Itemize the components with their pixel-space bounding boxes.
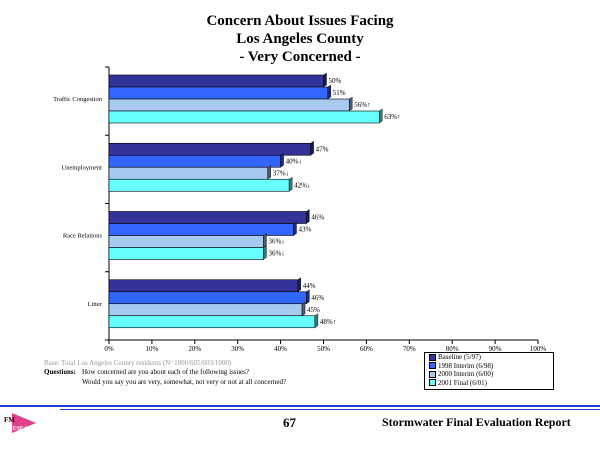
data-label: 36%↓ [268,250,284,258]
bar [108,315,316,329]
bar-side [263,233,267,248]
x-tick-label: 90% [489,345,502,353]
data-label: 46% [311,214,324,222]
x-tick-label: 10% [145,345,158,353]
x-tick-label: 20% [188,345,201,353]
bar [108,279,299,293]
data-label: 42%↓ [294,181,310,189]
data-label: 36%↓ [268,238,284,246]
legend-item: 2000 Interim (6/00) [425,370,553,379]
x-tick-label: 50% [317,345,330,353]
chart-title-line3: - Very Concerned - [239,49,361,65]
svg-text:RESEARCH: RESEARCH [8,426,42,432]
chart-title-line2: Los Angeles County [236,31,364,47]
x-tick-label: 40% [274,345,287,353]
bar [108,166,269,180]
bar [108,154,281,168]
category-label: Litter [88,301,103,308]
data-label: 45% [307,306,320,314]
legend-label: 2000 Interim (6/00) [438,370,494,379]
question-1: How concerned are you about each of the … [82,368,249,376]
bar [108,178,290,192]
chart-title-line1: Concern About Issues Facing [206,13,394,29]
legend-swatch [429,379,436,387]
bar-side [267,164,271,180]
data-label: 37%↓ [273,169,289,177]
legend-swatch [429,362,436,370]
bar-side [306,289,310,305]
bar [108,247,264,260]
legend-item: 1998 Interim (6/98) [425,362,553,371]
bar [108,98,350,112]
bar-side [297,277,301,293]
legend-swatch [429,353,436,361]
question-label: Questions: [44,368,76,376]
data-label: 63%↑ [384,113,400,121]
bar [108,86,329,100]
category-label: Traffic Congestion [53,96,103,103]
bar-side [349,96,353,112]
bar-side [288,176,293,192]
x-tick-label: 70% [403,345,416,353]
x-tick-label: 0% [104,345,114,353]
bar-side [323,72,327,88]
bar [108,74,324,88]
data-label: 40%↓ [286,157,302,165]
data-label: 48%↑ [320,318,336,326]
legend: Baseline (5/97) 1998 Interim (6/98) 2000… [424,352,554,390]
data-label: 43% [298,226,311,234]
legend-item: Baseline (5/97) [425,353,553,362]
bar-side [293,221,297,236]
bar-side [263,245,267,260]
bar [108,211,307,224]
data-label: 50% [329,77,342,85]
data-label: 44% [303,282,316,290]
category-label: Unemployment [62,164,103,171]
bar-side [379,108,383,124]
bar-side [280,152,284,168]
x-tick-label: 30% [231,345,244,353]
bar-side [306,209,310,224]
question-2: Would you say you are very, somewhat, no… [82,378,287,386]
bar-side [310,140,314,156]
data-label: 47% [316,145,329,153]
legend-label: 1998 Interim (6/98) [438,361,494,370]
page-number: 67 [283,415,296,430]
fm-research-logo: FM RESEARCH [4,413,42,433]
bar-side [301,301,306,317]
legend-label: Baseline (5/97) [438,353,481,362]
svg-text:FM: FM [4,416,15,424]
x-tick-label: 80% [446,345,459,353]
legend-swatch [429,370,436,378]
base-note: Base: Total Los Angeles County residents… [44,359,232,367]
legend-label: 2001 Final (6/01) [438,378,487,387]
footer-rule-thin [60,409,600,410]
legend-item: 2001 Final (6/01) [425,379,553,388]
report-title: Stormwater Final Evaluation Report [382,415,571,429]
data-label: 56%↑ [354,101,370,109]
bar-side [327,84,331,100]
bar-chart: 0% 10% 20% 30% 40% 50% 60% 70% 80% 90% 100% Traffic… [53,66,547,353]
bar [108,303,303,317]
x-tick-label: 100% [530,345,547,353]
footer-rule [0,405,600,407]
bar-side [314,313,319,329]
data-label: 51% [333,89,346,97]
category-label: Race Relations [63,233,103,240]
bar [108,110,380,124]
bar [108,291,307,305]
bar [108,235,264,248]
data-label: 46% [311,294,324,302]
bar [108,142,311,156]
x-tick-label: 60% [360,345,373,353]
